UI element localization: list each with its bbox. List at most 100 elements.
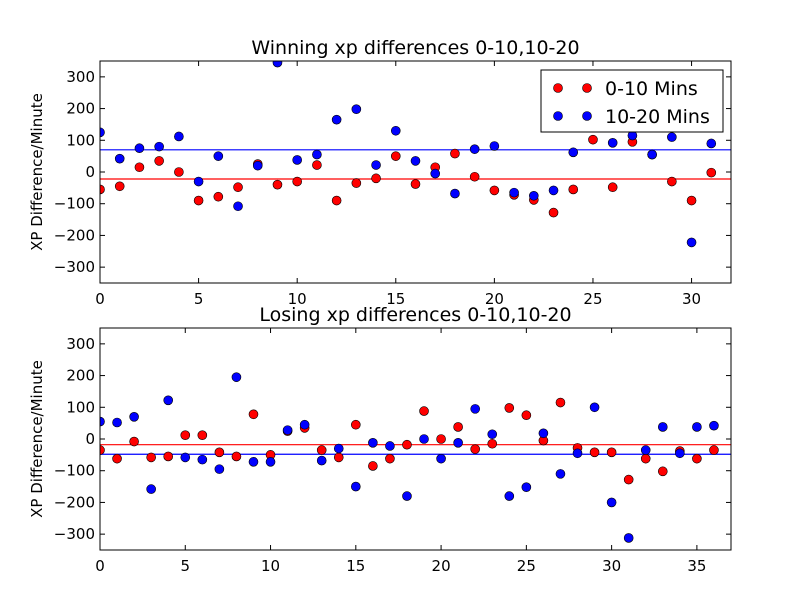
data-point xyxy=(548,185,559,196)
data-point xyxy=(509,187,519,198)
data-point xyxy=(538,428,549,439)
data-point xyxy=(371,173,381,184)
data-point xyxy=(112,453,122,464)
x-tick-label: 15 xyxy=(386,290,405,308)
data-point xyxy=(282,425,293,435)
x-tick-label: 20 xyxy=(485,290,504,308)
data-point xyxy=(436,453,446,464)
chart-panel-1: Winning xp differences 0-10,10-20 XP Diff… xyxy=(28,37,732,308)
data-point xyxy=(410,179,421,189)
data-point xyxy=(333,443,344,454)
data-point xyxy=(233,182,243,193)
data-point xyxy=(390,125,401,136)
data-point xyxy=(568,147,579,158)
data-point xyxy=(100,184,105,195)
data-point xyxy=(146,484,156,494)
data-point xyxy=(470,404,480,414)
axes-frame xyxy=(99,327,732,551)
data-point xyxy=(213,191,224,202)
legend-marker xyxy=(582,83,592,93)
y-tick-label: 100 xyxy=(66,398,95,416)
data-point xyxy=(469,144,480,154)
x-tick-label: 15 xyxy=(346,557,365,575)
data-point xyxy=(623,533,634,543)
data-point xyxy=(180,430,191,440)
x-tick-label: 35 xyxy=(687,557,706,575)
data-point xyxy=(197,430,208,440)
x-tick-label: 5 xyxy=(180,557,190,575)
data-point xyxy=(351,178,362,188)
x-tick-label: 5 xyxy=(194,290,204,308)
data-point xyxy=(292,155,302,165)
series-2 xyxy=(100,61,717,248)
data-point xyxy=(114,153,125,164)
data-point xyxy=(129,436,139,447)
data-point xyxy=(469,171,480,182)
data-point xyxy=(163,451,174,462)
data-point xyxy=(316,455,327,466)
data-point xyxy=(312,149,322,160)
data-point xyxy=(402,491,412,501)
data-point xyxy=(521,410,532,421)
data-point xyxy=(174,131,184,142)
data-point xyxy=(529,190,539,201)
data-point xyxy=(706,138,717,149)
data-point xyxy=(129,411,139,422)
data-point xyxy=(331,114,342,125)
data-point xyxy=(292,176,302,187)
data-point xyxy=(572,448,583,459)
data-point xyxy=(371,160,381,170)
data-point xyxy=(487,438,498,449)
series-1 xyxy=(100,397,719,485)
y-tick-label: −200 xyxy=(54,493,95,511)
data-point xyxy=(709,445,719,455)
x-tick-label: 10 xyxy=(261,557,280,575)
data-point xyxy=(555,469,566,479)
y-axis-label: XP Difference/Minute xyxy=(28,360,46,518)
data-point xyxy=(548,207,559,218)
data-point xyxy=(709,420,719,431)
data-point xyxy=(100,445,105,455)
data-point xyxy=(657,422,668,432)
data-point xyxy=(430,168,441,179)
data-point xyxy=(450,148,460,159)
data-point xyxy=(607,138,618,148)
series-1 xyxy=(100,134,717,218)
data-point xyxy=(231,372,242,382)
data-point xyxy=(316,445,327,455)
data-point xyxy=(213,151,224,161)
data-point xyxy=(419,434,429,444)
data-point xyxy=(521,482,532,493)
y-tick-label: 300 xyxy=(66,68,95,86)
data-point xyxy=(214,464,225,474)
data-point xyxy=(589,402,600,413)
data-point xyxy=(368,438,378,448)
data-point xyxy=(146,452,156,463)
data-point xyxy=(197,454,208,465)
data-point xyxy=(692,453,702,464)
legend-label: 10-20 Mins xyxy=(605,106,710,128)
legend-box xyxy=(540,69,724,133)
data-point xyxy=(640,445,651,455)
x-tick-label: 10 xyxy=(288,290,307,308)
x-tick-label: 0 xyxy=(95,557,105,575)
data-point xyxy=(402,439,412,450)
y-tick-label: −100 xyxy=(54,462,95,480)
legend-label: 0-10 Mins xyxy=(605,78,698,100)
y-tick-label: −300 xyxy=(54,525,95,543)
data-point xyxy=(504,491,515,501)
data-point xyxy=(410,156,421,166)
y-tick-label: −300 xyxy=(54,258,95,276)
x-tick-label: 0 xyxy=(95,290,105,308)
y-tick-label: 0 xyxy=(85,163,95,181)
data-point xyxy=(640,453,651,464)
data-point xyxy=(686,195,697,206)
data-point xyxy=(368,461,378,471)
x-tick-label: 30 xyxy=(602,557,621,575)
data-point xyxy=(623,474,634,485)
data-point xyxy=(351,419,361,430)
y-tick-label: −200 xyxy=(54,226,95,244)
y-tick-label: 200 xyxy=(66,367,95,385)
